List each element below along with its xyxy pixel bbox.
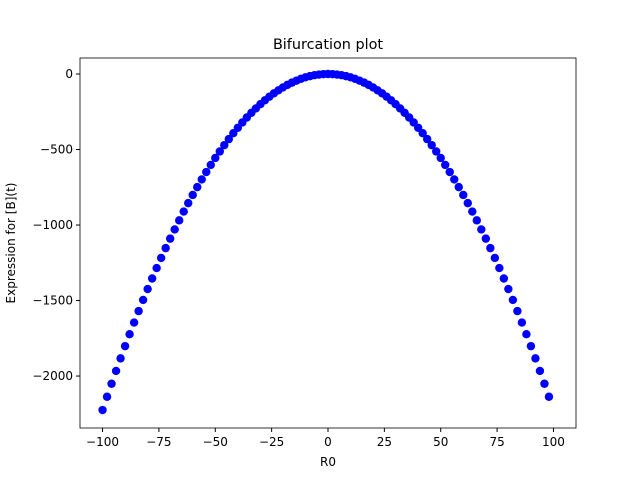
x-tick-label: −75 — [146, 435, 171, 449]
point — [161, 243, 170, 253]
point — [197, 175, 206, 184]
point — [188, 190, 197, 200]
point — [175, 216, 184, 225]
point — [540, 379, 549, 388]
point — [418, 129, 427, 138]
point — [179, 207, 188, 216]
point — [102, 392, 112, 401]
point — [147, 274, 157, 283]
y-tick-label: −1500 — [32, 294, 73, 308]
point — [125, 330, 134, 339]
point — [526, 341, 536, 351]
point — [486, 243, 495, 253]
point — [450, 175, 459, 184]
point — [215, 147, 224, 156]
point — [463, 198, 472, 208]
point — [202, 167, 211, 177]
point — [138, 295, 148, 305]
point — [544, 392, 554, 401]
y-tick-label: 0 — [65, 67, 73, 81]
y-tick-label: −500 — [40, 143, 73, 157]
y-axis-label: Expression for [B](t) — [4, 183, 18, 304]
point — [499, 274, 509, 283]
point — [432, 147, 441, 156]
point — [224, 134, 233, 144]
point — [508, 295, 518, 305]
point — [513, 306, 522, 316]
point — [170, 225, 179, 234]
point — [535, 366, 545, 376]
chart-title: Bifurcation plot — [273, 37, 383, 53]
point — [129, 318, 139, 327]
point — [116, 354, 125, 363]
x-tick-label: 25 — [377, 435, 392, 449]
point — [107, 379, 116, 388]
x-tick-label: 50 — [433, 435, 448, 449]
x-tick-label: −25 — [259, 435, 284, 449]
point — [211, 153, 220, 163]
point — [504, 284, 513, 294]
point — [522, 330, 531, 339]
point — [490, 253, 500, 263]
point — [143, 284, 152, 294]
plot-frame — [79, 57, 577, 429]
point — [495, 263, 504, 273]
point — [220, 140, 229, 150]
point — [206, 160, 215, 170]
point — [423, 134, 432, 144]
x-tick-label: 0 — [324, 435, 332, 449]
x-tick-label: 75 — [489, 435, 504, 449]
point — [459, 190, 468, 200]
x-tick-label: −50 — [203, 435, 228, 449]
y-tick-label: −1000 — [32, 218, 73, 232]
point — [481, 234, 491, 243]
x-axis-label: R0 — [320, 455, 336, 469]
point — [517, 318, 527, 327]
point — [454, 182, 463, 192]
point — [120, 341, 130, 351]
point — [152, 263, 161, 273]
x-tick-label: −100 — [86, 435, 119, 449]
point — [193, 182, 202, 192]
point — [165, 234, 175, 243]
point — [134, 306, 143, 316]
point — [445, 167, 454, 177]
y-tick-label: −2000 — [32, 369, 73, 383]
point — [156, 253, 166, 263]
point — [477, 225, 486, 234]
point — [468, 207, 477, 216]
point — [184, 198, 193, 208]
point — [531, 354, 540, 363]
x-tick-label: 100 — [542, 435, 565, 449]
point — [472, 216, 481, 225]
point — [427, 140, 436, 150]
point — [111, 366, 121, 376]
point — [441, 160, 450, 170]
point — [98, 405, 107, 415]
point — [436, 153, 445, 163]
